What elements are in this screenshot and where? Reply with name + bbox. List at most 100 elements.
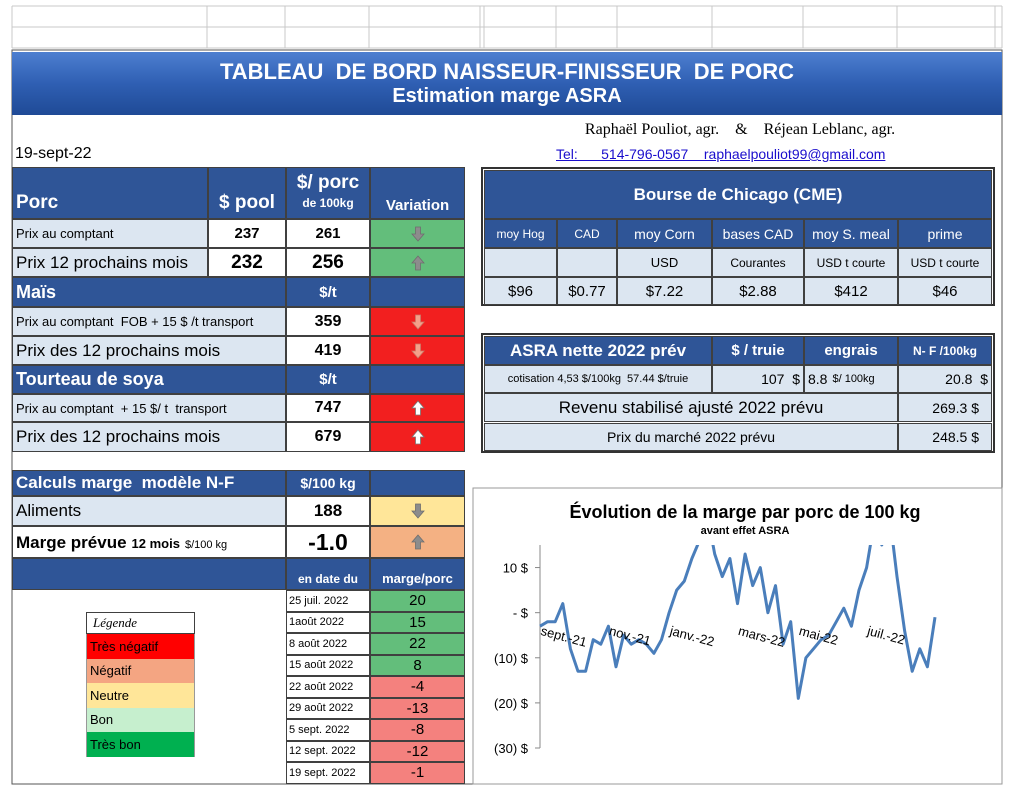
header-band (12, 558, 286, 590)
column-header: prime (898, 219, 992, 248)
header-blank (370, 470, 465, 496)
unit (557, 248, 617, 277)
variation (370, 422, 465, 452)
value: 747 (286, 394, 370, 422)
column-header: ASRA nette 2022 prév (484, 336, 712, 365)
text: de 100kg (302, 196, 354, 210)
column-header: marge/porc (370, 558, 465, 590)
column-header: en date du (286, 558, 370, 590)
value: $46 (898, 277, 992, 305)
legend-title: Légende (86, 612, 195, 634)
column-header: $ / truie (712, 336, 804, 365)
header-blank (370, 277, 465, 307)
column-header: engrais (804, 336, 898, 365)
row-label: Prix au comptant (12, 219, 208, 248)
unit: Courantes (712, 248, 804, 277)
value: 269.3 $ (898, 393, 992, 422)
history-value: 20 (370, 590, 465, 612)
banner-text: TABLEAU DE BORD NAISSEUR-FINISSEUR DE PO… (12, 52, 1002, 115)
history-date: 1août 2022 (286, 611, 370, 633)
legend-item: Négatif (86, 658, 195, 683)
variation (370, 219, 465, 248)
value: 107 $ (712, 365, 804, 393)
text: 8.8 (808, 371, 828, 387)
text: $/ 100kg (832, 373, 875, 385)
column-header: moy S. meal (804, 219, 898, 248)
column-header: bases CAD (712, 219, 804, 248)
value: 232 (208, 248, 286, 277)
bourse-frame (481, 167, 995, 306)
history-value: -8 (370, 719, 465, 741)
history-value: 22 (370, 633, 465, 655)
trend-arrow (410, 429, 425, 445)
row-label: Revenu stabilisé ajusté 2022 prévu (484, 393, 898, 422)
section-header: Tourteau de soya (12, 365, 286, 394)
value: 256 (286, 248, 370, 277)
text: $/100 kg (184, 539, 228, 551)
value: 261 (286, 219, 370, 248)
contact-link[interactable]: Tel: 514-796-0567 raphaelpouliot99@gmail… (556, 146, 886, 162)
history-date: 29 août 2022 (286, 697, 370, 719)
column-header: $/100 kg (286, 470, 370, 496)
section-header: Calculs marge modèle N-F (12, 470, 286, 496)
column-header: $/ porc de 100kg (286, 167, 370, 219)
section-header: Maïs (12, 277, 286, 307)
value: 679 (286, 422, 370, 452)
value: 20.8 $ (898, 365, 992, 393)
authors: Raphaël Pouliot, agr. & Réjean Leblanc, … (584, 121, 896, 138)
history-date: 22 août 2022 (286, 676, 370, 698)
legend-item: Très négatif (86, 634, 195, 659)
section-header: Porc (12, 167, 208, 219)
banner-title: TABLEAU DE BORD NAISSEUR-FINISSEUR DE PO… (219, 58, 795, 84)
trend-arrow (410, 534, 425, 550)
unit (484, 248, 557, 277)
value: $412 (804, 277, 898, 305)
column-header: N- F /100kg (898, 336, 992, 365)
column-header: $/t (286, 277, 370, 307)
value: 188 (286, 496, 370, 526)
history-date: 19 sept. 2022 (286, 762, 370, 784)
column-header: $/t (286, 365, 370, 394)
history-value: 15 (370, 611, 465, 633)
legend-item: Bon (86, 707, 195, 732)
trend-arrow (410, 400, 425, 416)
bourse-title: Bourse de Chicago (CME) (484, 170, 992, 219)
history-value: -12 (370, 740, 465, 762)
asra-frame (481, 333, 995, 453)
row-label: Marge prévue 12 mois $/100 kg (12, 526, 286, 558)
date: 19-sept-22 (15, 145, 92, 162)
row-label: Prix du marché 2022 prévu (484, 423, 898, 451)
history-value: -4 (370, 676, 465, 698)
variation (370, 307, 465, 336)
unit: USD t courte (898, 248, 992, 277)
column-header: moy Hog (484, 219, 557, 248)
history-date: 25 juil. 2022 (286, 590, 370, 612)
row-label: Prix au comptant + 15 $/ t transport (12, 394, 286, 422)
header-blank (370, 365, 465, 394)
row-label: Aliments (12, 496, 286, 526)
history-value: -1 (370, 762, 465, 784)
trend-arrow (410, 226, 425, 242)
history-date: 12 sept. 2022 (286, 740, 370, 762)
history-value: 8 (370, 654, 465, 676)
history-value: -13 (370, 697, 465, 719)
value: 359 (286, 307, 370, 336)
text: $/ porc (296, 172, 360, 193)
variation (370, 336, 465, 365)
value: 237 (208, 219, 286, 248)
value: $0.77 (557, 277, 617, 305)
unit: USD (617, 248, 712, 277)
history-date: 8 août 2022 (286, 633, 370, 655)
row-label: Prix des 12 prochains mois (12, 422, 286, 452)
trend-arrow (410, 343, 425, 359)
column-header: CAD (557, 219, 617, 248)
variation (370, 248, 465, 277)
banner (12, 52, 1002, 115)
banner-subtitle: Estimation marge ASRA (392, 84, 622, 107)
row-label: Prix des 12 prochains mois (12, 336, 286, 365)
value: $7.22 (617, 277, 712, 305)
text: 12 mois (131, 536, 180, 551)
history-date: 5 sept. 2022 (286, 719, 370, 741)
